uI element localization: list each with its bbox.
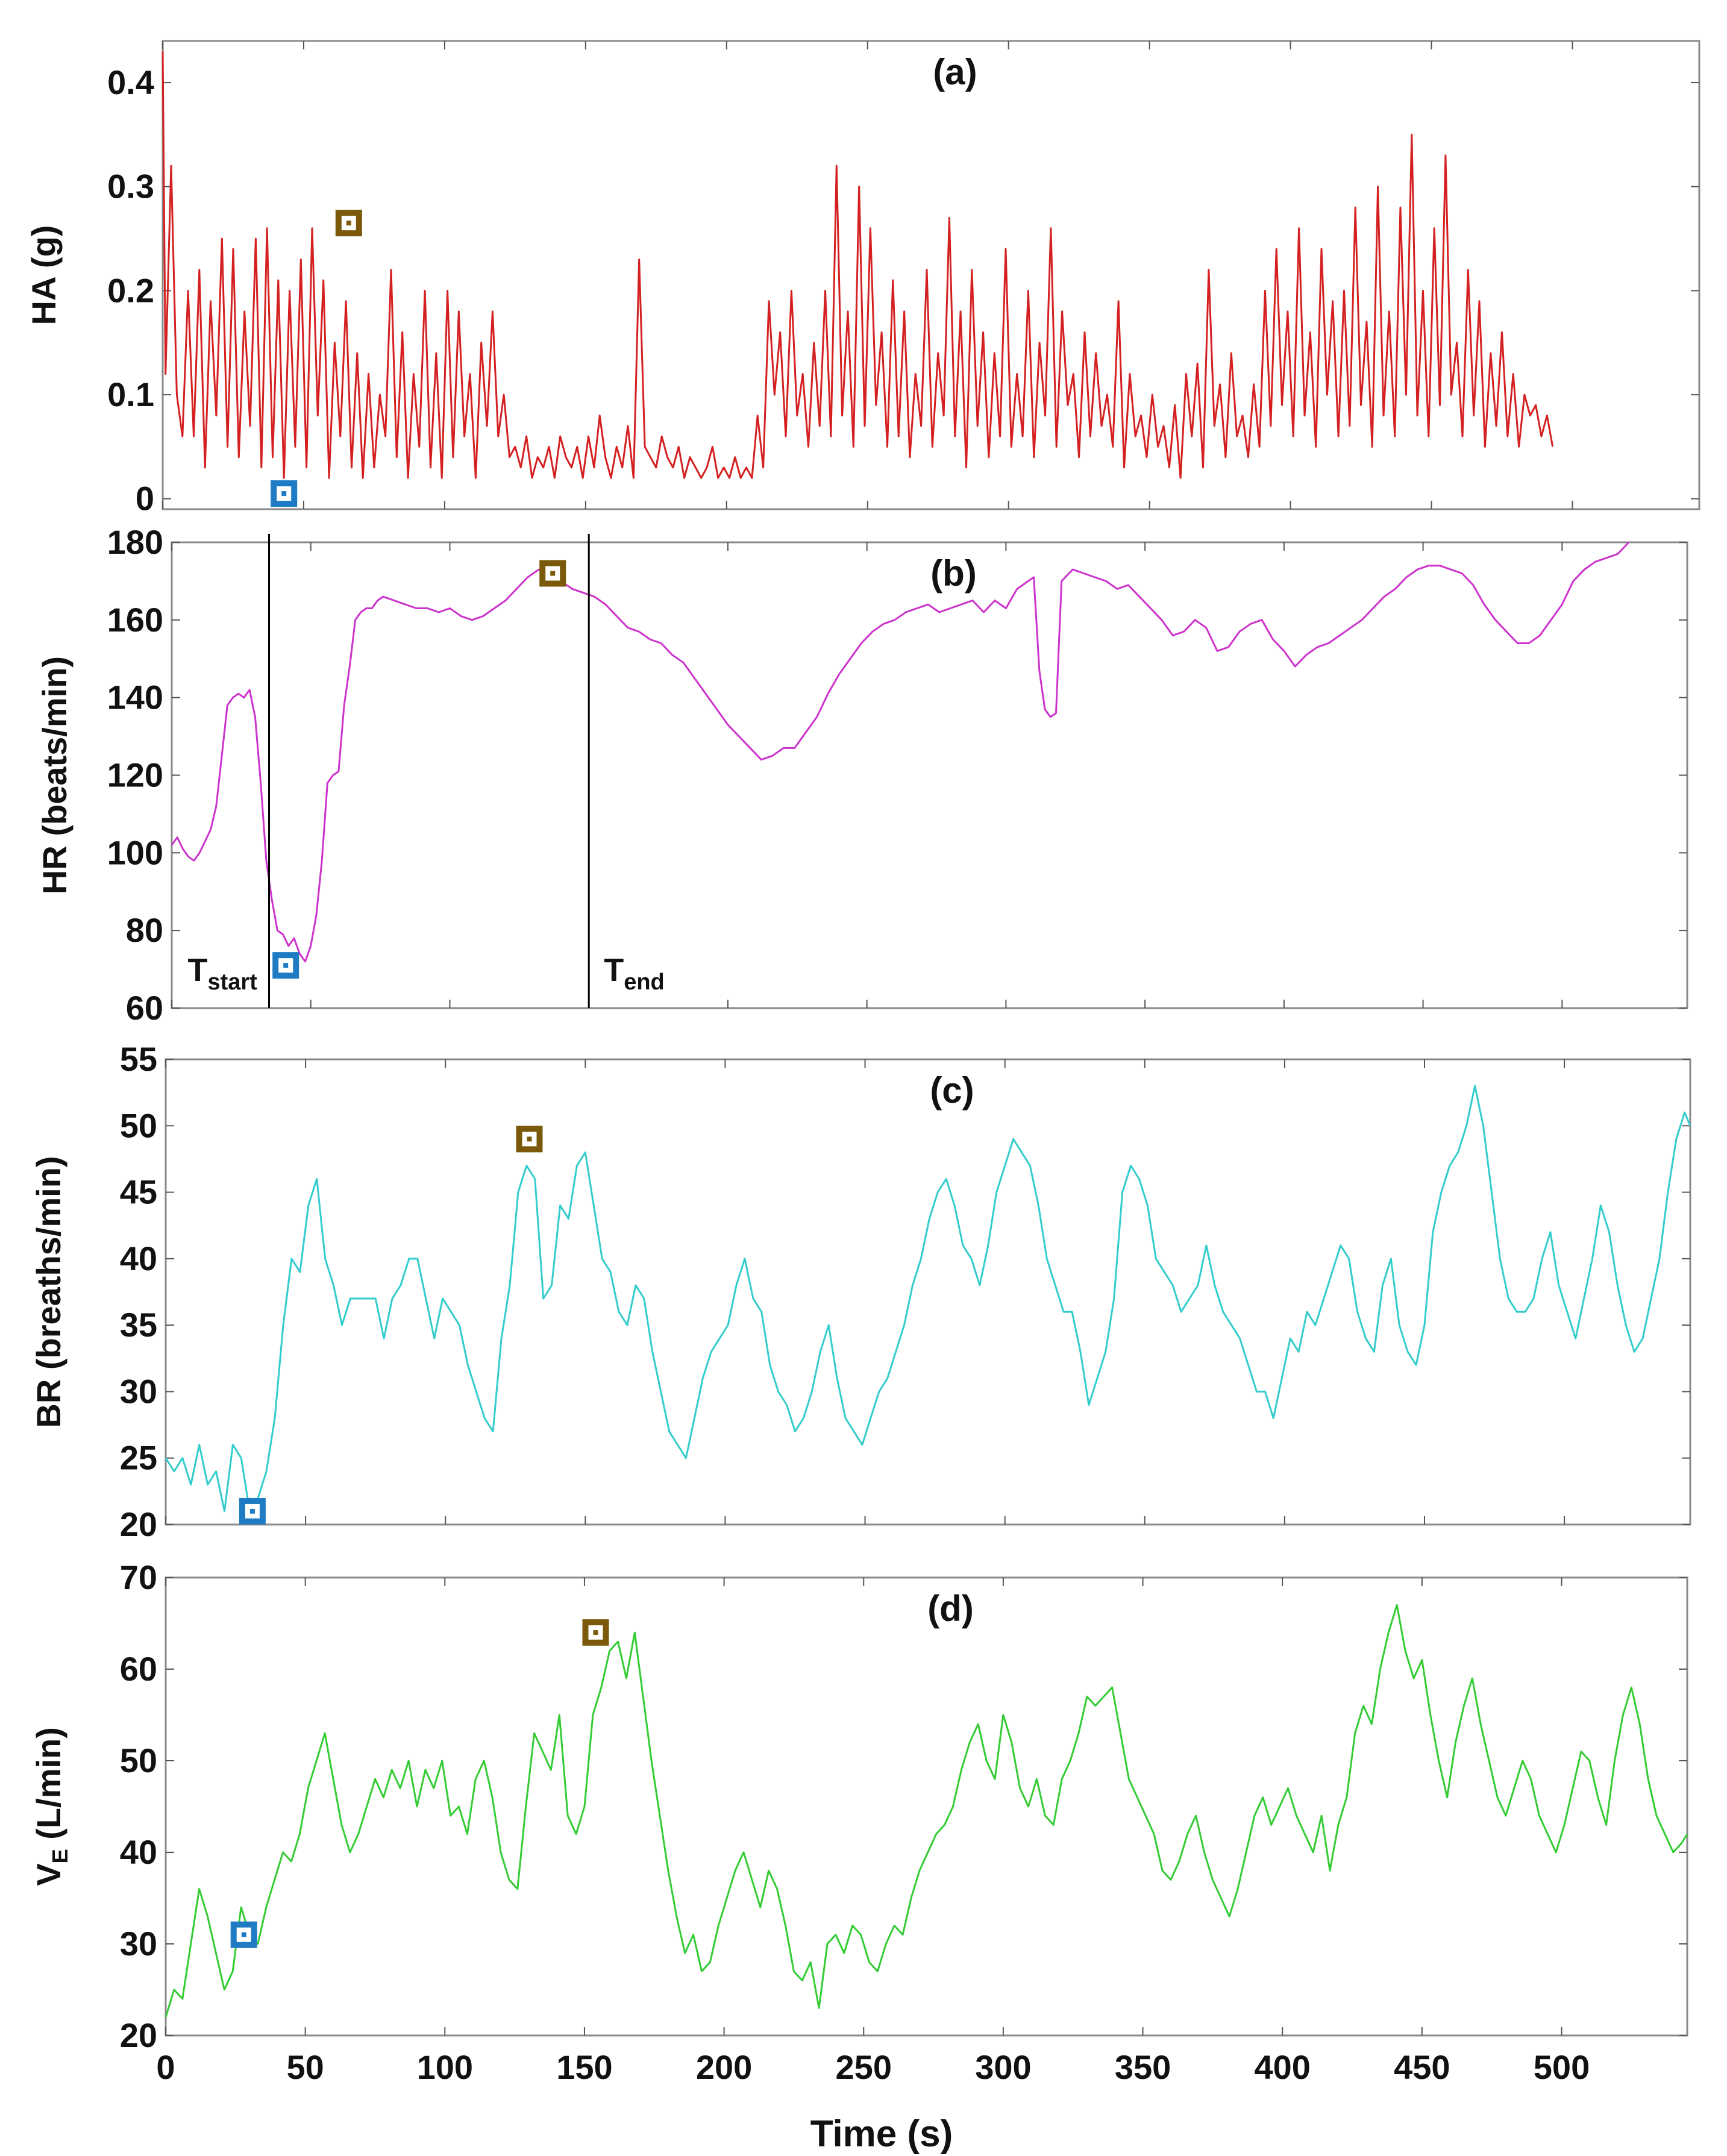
y-tick-label: 40	[120, 1239, 157, 1277]
y-axis-label-rest: (L/min)	[30, 1727, 67, 1849]
min-marker-dot	[283, 963, 289, 968]
y-tick-label: 30	[120, 1925, 157, 1963]
y-tick-label: 25	[120, 1439, 157, 1477]
y-tick-label: 40	[120, 1833, 157, 1871]
y-tick-label: 50	[120, 1106, 157, 1144]
y-tick-label: 0.4	[107, 63, 154, 101]
series-line	[171, 541, 1630, 963]
y-axis-label: BR (breaths/min)	[30, 1156, 67, 1427]
y-axis-label-subscript: E	[48, 1849, 72, 1863]
x-tick-label: 100	[417, 2048, 473, 2086]
y-axis-label: HR (beats/min)	[36, 656, 74, 894]
y-axis-label: HA (g)	[25, 225, 63, 325]
panel-label: (c)	[930, 1070, 974, 1111]
time-marker-main: T	[188, 952, 208, 988]
time-marker-label: Tend	[604, 952, 665, 995]
y-tick-label: 140	[107, 678, 163, 716]
max-marker-dot	[593, 1630, 598, 1635]
y-tick-label: 70	[120, 1558, 157, 1596]
x-axis-label: Time (s)	[810, 2113, 953, 2155]
min-marker-dot	[249, 1508, 255, 1514]
panel-label: (b)	[930, 553, 977, 594]
y-tick-label: 180	[107, 523, 163, 561]
y-tick-label: 55	[120, 1040, 157, 1078]
axes-frame	[165, 1576, 1688, 2037]
series-line	[165, 1085, 1691, 1512]
panel-a: 0 0.1 0.2 0.3 0.4 HA (g) (a)	[25, 40, 1700, 518]
y-axis-label: VE (L/min)	[30, 1727, 72, 1886]
panel-label: (d)	[927, 1588, 974, 1629]
min-marker-dot	[241, 1932, 246, 1937]
x-tick-label: 0	[156, 2048, 175, 2086]
axes-frame	[171, 541, 1688, 1009]
y-tick-label: 160	[107, 601, 163, 639]
y-tick-label: 45	[120, 1173, 157, 1211]
panel-d: 20 30 40 50 60 70 0 50 100 150 200 250 300 350 400 450 5…	[30, 1558, 1688, 2086]
y-tick-label: 100	[107, 833, 163, 871]
y-tick-label: 50	[120, 1741, 157, 1779]
x-tick-label: 450	[1394, 2048, 1450, 2086]
x-tick-label: 300	[975, 2048, 1031, 2086]
y-tick-label: 20	[120, 1505, 157, 1543]
series-line	[161, 51, 1554, 479]
y-tick-label: 30	[120, 1372, 157, 1410]
y-tick-label: 35	[120, 1306, 157, 1344]
y-tick-label: 60	[126, 989, 163, 1027]
time-marker-subscript: start	[208, 970, 258, 995]
x-tick-label: 200	[696, 2048, 752, 2086]
panels: 0 0.1 0.2 0.3 0.4 HA (g) (a) 60 80 100 120 140 160 18…	[25, 40, 1700, 2086]
x-tick-label: 500	[1534, 2048, 1590, 2086]
x-tick-label: 50	[287, 2048, 324, 2086]
axes-frame	[165, 1058, 1691, 1526]
series-line	[165, 1604, 1688, 2018]
x-tick-label: 150	[556, 2048, 612, 2086]
y-tick-label: 60	[120, 1650, 157, 1688]
time-marker-main: T	[604, 952, 624, 988]
y-tick-label: 120	[107, 756, 163, 794]
y-tick-label: 0.1	[107, 375, 154, 413]
max-marker-dot	[346, 221, 351, 226]
y-tick-label: 0.2	[107, 271, 154, 309]
time-marker-label: Tstart	[188, 952, 258, 995]
time-marker-subscript: end	[624, 970, 665, 995]
max-marker-dot	[527, 1136, 532, 1142]
axes-frame	[161, 40, 1700, 510]
panel-label: (a)	[933, 52, 977, 92]
y-axis-label-main: V	[30, 1863, 67, 1885]
x-tick-label: 350	[1115, 2048, 1171, 2086]
y-tick-label: 0	[136, 480, 154, 518]
x-tick-label: 400	[1254, 2048, 1310, 2086]
y-tick-label: 20	[120, 2016, 157, 2054]
max-marker-dot	[550, 571, 556, 576]
panel-c: 20 25 30 35 40 45 50 55 BR (breaths/min) (c)	[30, 1040, 1691, 1543]
y-tick-label: 0.3	[107, 168, 154, 205]
panel-b: 60 80 100 120 140 160 180 HR (beats/min) (b) Tsta…	[36, 523, 1688, 1027]
x-tick-label: 250	[836, 2048, 892, 2086]
y-tick-label: 80	[126, 911, 163, 949]
min-marker-dot	[281, 491, 287, 497]
